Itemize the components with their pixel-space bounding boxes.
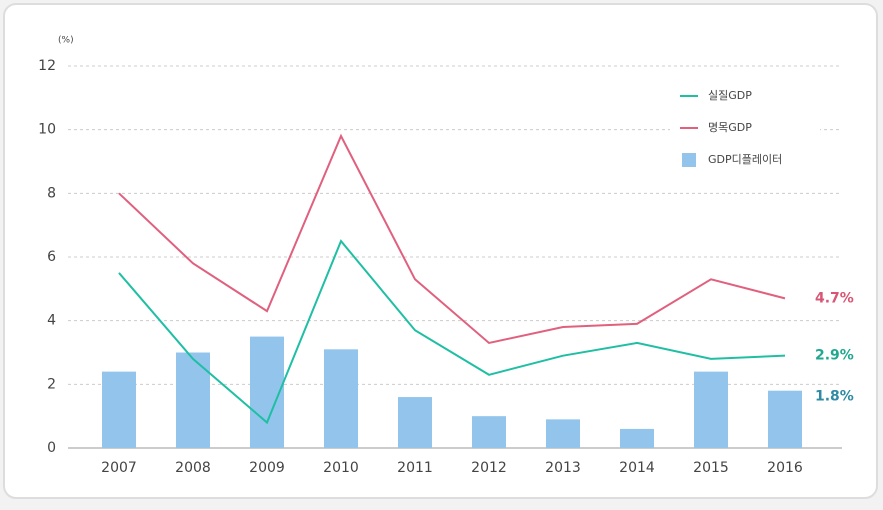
y-tick-label: 6 <box>47 249 56 265</box>
line <box>118 133 786 345</box>
x-tick-label: 2011 <box>397 460 433 476</box>
y-tick-label: 8 <box>47 185 56 201</box>
x-tick-label: 2012 <box>471 460 507 476</box>
line <box>118 239 786 425</box>
bar <box>176 352 210 448</box>
bar <box>694 371 728 448</box>
y-tick-label: 12 <box>38 58 56 74</box>
y-tick-label: 0 <box>47 440 56 456</box>
x-tick-label: 2009 <box>249 460 285 476</box>
x-tick-label: 2007 <box>101 460 137 476</box>
x-tick-label: 2015 <box>693 460 729 476</box>
x-tick-label: 2008 <box>175 460 211 476</box>
y-tick-label: 10 <box>38 122 56 138</box>
x-tick-label: 2013 <box>545 460 581 476</box>
y-unit: (%) <box>58 36 74 46</box>
bar <box>768 390 802 448</box>
legend-label: 명목GDP <box>708 121 752 134</box>
bar <box>102 371 136 448</box>
x-tick-label: 2016 <box>767 460 803 476</box>
bar <box>398 397 432 448</box>
x-tick-label: 2014 <box>619 460 655 476</box>
y-tick-label: 2 <box>47 376 56 392</box>
legend-label: 실질GDP <box>708 89 752 102</box>
bar <box>546 419 580 448</box>
x-tick-label: 2010 <box>323 460 359 476</box>
bar <box>472 416 506 448</box>
legend-swatch <box>682 153 696 167</box>
bar <box>620 428 654 448</box>
data-label: 1.8% <box>815 389 854 405</box>
y-tick-label: 4 <box>47 313 56 329</box>
bar <box>324 349 358 448</box>
legend-label: GDP디플레이터 <box>708 153 782 166</box>
card <box>3 3 878 499</box>
data-label: 2.9% <box>815 348 854 364</box>
data-label: 4.7% <box>815 290 854 306</box>
